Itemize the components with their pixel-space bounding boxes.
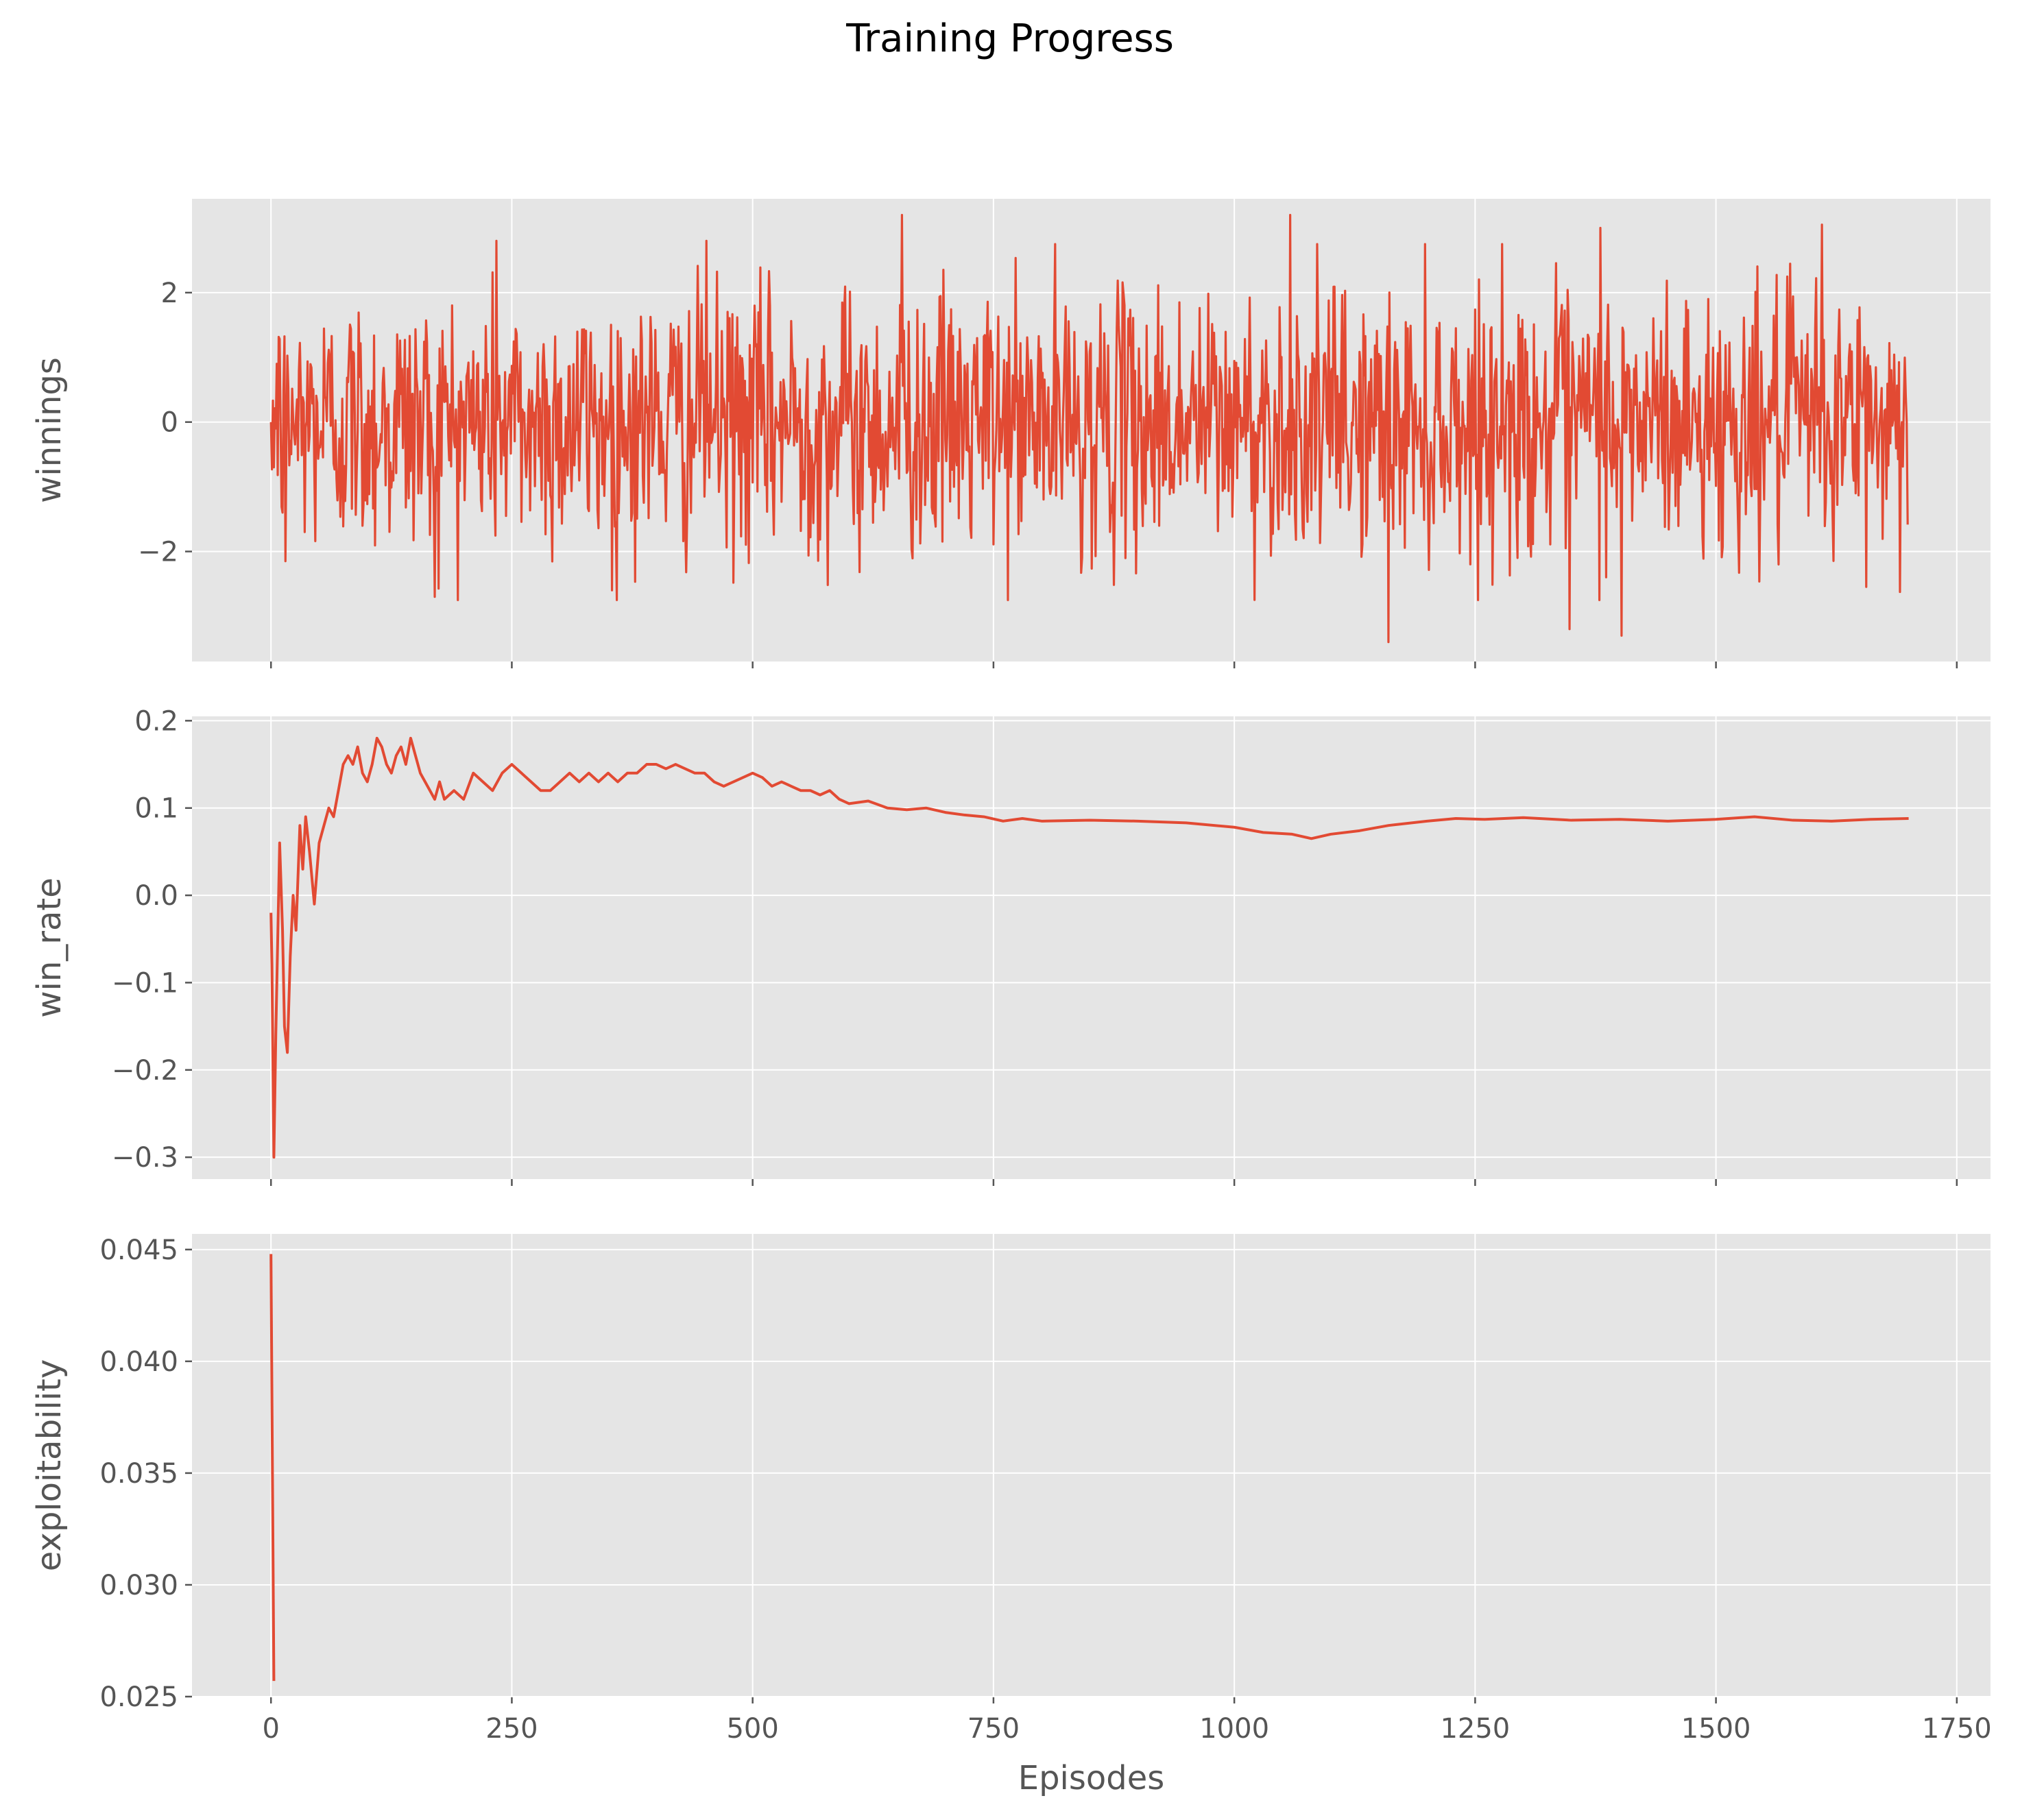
series-line-1: [269, 736, 1909, 1159]
panel-3: 0 250 500 750 1000 1250 1500 1750 0.025 0.030 0.03…: [30, 1234, 1992, 1797]
y-tick-label: 0.0: [134, 880, 178, 912]
y-tick-label: 0.045: [99, 1235, 178, 1266]
y-tick-label: 0.2: [134, 705, 178, 737]
y-axis-label: exploitability: [30, 1359, 69, 1572]
y-tick-label: 0.035: [99, 1458, 178, 1490]
x-tick-label: 500: [726, 1713, 778, 1745]
x-tick-label: 750: [967, 1713, 1020, 1745]
y-tick-label: −0.1: [112, 967, 178, 999]
y-tick-label: 0.040: [99, 1346, 178, 1378]
x-tick-label: 1250: [1440, 1713, 1510, 1745]
series-line-1: [269, 214, 1909, 644]
x-axis-label: Episodes: [1018, 1759, 1165, 1797]
y-axis-label: winnings: [30, 357, 69, 503]
series-line-1: [269, 1254, 276, 1682]
y-tick-label: 0.025: [99, 1682, 178, 1713]
y-tick-label: 2: [161, 278, 178, 309]
x-tick-label: 0: [262, 1713, 279, 1745]
plot-area: [192, 1234, 1991, 1697]
panel-2: −0.3 −0.2 −0.1 0.0 0.1 0.2 win_rate: [30, 705, 1991, 1186]
x-tick-label: 250: [485, 1713, 538, 1745]
y-tick-label: 0.1: [134, 793, 178, 825]
figure-title: Training Progress: [845, 16, 1174, 61]
plot-area: [192, 716, 1991, 1179]
panel-1: −2 0 2 winnings: [30, 199, 1991, 668]
y-tick-label: −0.2: [112, 1055, 178, 1087]
y-tick-label: −2: [138, 537, 178, 568]
x-tick-label: 1000: [1199, 1713, 1269, 1745]
y-tick-label: −0.3: [112, 1142, 178, 1174]
y-tick-label: 0.030: [99, 1570, 178, 1601]
x-tick-label: 1750: [1922, 1713, 1992, 1745]
y-tick-label: 0: [161, 407, 178, 439]
y-axis-label: win_rate: [30, 877, 69, 1018]
x-tick-label: 1500: [1681, 1713, 1751, 1745]
